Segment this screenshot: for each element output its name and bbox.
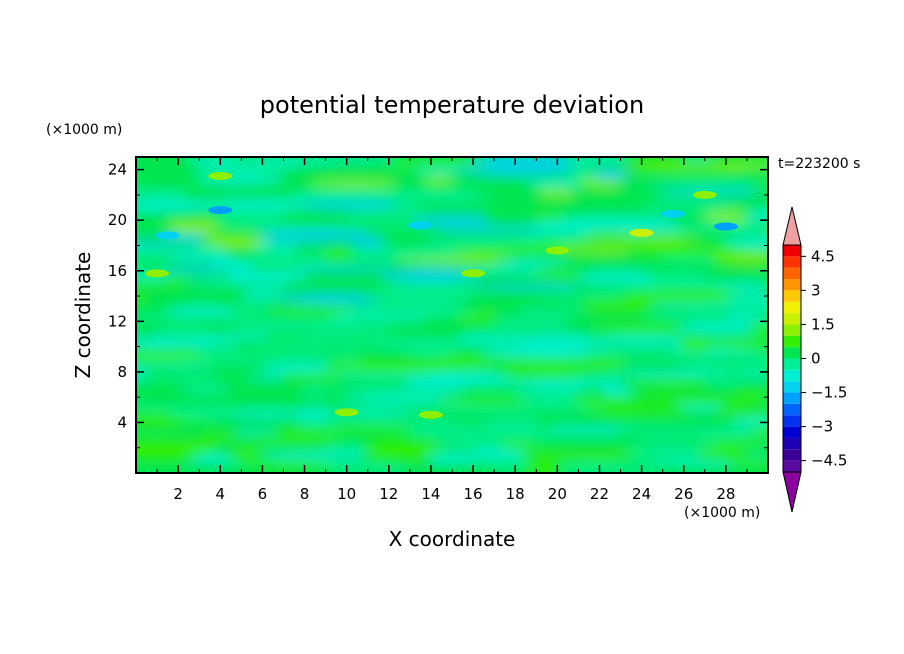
colorbar-segment	[783, 358, 801, 370]
colorbar-segment	[783, 381, 801, 393]
y-tick-label: 4	[117, 413, 127, 431]
colorbar-over-arrow	[782, 206, 802, 246]
field-feature	[208, 171, 233, 180]
x-unit-label: (×1000 m)	[684, 505, 760, 521]
colorbar-under-arrow	[782, 471, 802, 513]
colorbar-tick-label: 1.5	[811, 315, 835, 333]
field-feature	[692, 190, 717, 199]
y-unit-label: (×1000 m)	[46, 122, 122, 138]
x-tick-label: 26	[674, 485, 693, 503]
colorbar-segment	[783, 415, 801, 427]
colorbar-segment	[783, 403, 801, 416]
field-feature	[713, 222, 738, 231]
y-tick-label: 12	[108, 312, 127, 330]
colorbar-segment	[783, 245, 801, 257]
field-feature	[418, 410, 443, 419]
colorbar-segment	[783, 426, 801, 438]
field-feature	[461, 269, 486, 278]
colorbar-segment	[783, 256, 801, 268]
y-tick-label: 20	[108, 211, 127, 229]
colorbar-segment	[783, 313, 801, 325]
y-tick-label: 8	[117, 363, 127, 381]
colorbar-tick-label: 3	[811, 281, 821, 299]
field-feature	[629, 228, 654, 237]
colorbar-segment	[783, 449, 801, 461]
x-tick-label: 24	[632, 485, 651, 503]
colorbar-segment	[783, 437, 801, 450]
field-feature	[408, 221, 433, 230]
field-feature	[155, 231, 180, 240]
x-tick-label: 16	[464, 485, 483, 503]
x-axis-label: X coordinate	[389, 527, 516, 551]
chart-title: potential temperature deviation	[260, 91, 644, 119]
colorbar-segment	[783, 335, 801, 348]
y-tick-label: 16	[108, 262, 127, 280]
x-tick-label: 4	[215, 485, 225, 503]
field-feature	[334, 408, 359, 417]
colorbar-tick-label: 0	[811, 350, 821, 368]
x-tick-label: 22	[590, 485, 609, 503]
colorbar-tick-label: −3	[811, 418, 833, 436]
x-tick-label: 2	[173, 485, 183, 503]
y-axis: 4 8 12 16 20 24	[108, 161, 768, 449]
x-tick-label: 20	[548, 485, 567, 503]
colorbar-segment	[783, 301, 801, 314]
colorbar-segment	[783, 347, 801, 359]
x-tick-label: 14	[421, 485, 440, 503]
colorbar-segment	[783, 369, 801, 382]
time-label: t=223200 s	[778, 156, 860, 172]
colorbar-segment	[783, 290, 801, 302]
x-tick-label: 8	[300, 485, 310, 503]
colorbar-tick-label: 4.5	[811, 247, 835, 265]
colorbar: 4.5 3 1.5 0 −1.5 −3 −4.5	[782, 206, 847, 513]
colorbar-tick-label: −1.5	[811, 384, 847, 402]
x-tick-label: 6	[258, 485, 268, 503]
colorbar-segment	[783, 324, 801, 336]
x-axis: 2 4 6 8 10 12 14 16 18 20 22 24 26 28	[156, 157, 748, 503]
field-feature	[145, 269, 170, 278]
plot-area	[136, 157, 768, 473]
x-tick-label: 10	[337, 485, 356, 503]
colorbar-segment	[783, 267, 801, 280]
y-tick-label: 24	[108, 161, 127, 179]
colorbar-segment	[783, 279, 801, 291]
y-axis-label: Z coordinate	[71, 252, 95, 379]
colorbar-tick-label: −4.5	[811, 452, 847, 470]
colorbar-segment	[783, 392, 801, 404]
field-feature	[661, 209, 686, 218]
x-tick-label: 18	[506, 485, 525, 503]
field-feature	[208, 206, 233, 215]
field-feature	[545, 246, 570, 255]
colorbar-segment	[783, 460, 801, 472]
x-tick-label: 12	[379, 485, 398, 503]
x-tick-label: 28	[716, 485, 735, 503]
